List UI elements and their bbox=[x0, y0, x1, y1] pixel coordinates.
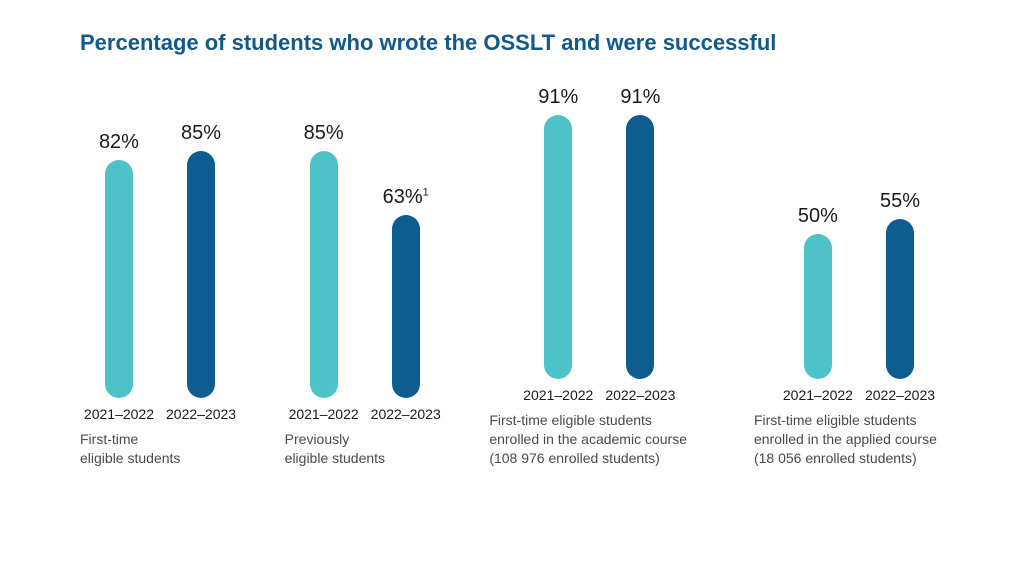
footnote-marker: 1 bbox=[423, 186, 429, 198]
bar-value-label: 91% bbox=[538, 86, 578, 109]
bar-wrap: 85% 2021–2022 bbox=[289, 122, 359, 422]
bar-year-label: 2022–2023 bbox=[605, 387, 675, 403]
bar-wrap: 91% 2021–2022 bbox=[523, 86, 593, 403]
group-caption-wrap: First-time eligible studentsenrolled in … bbox=[754, 403, 964, 468]
bar-year-label: 2021–2022 bbox=[523, 387, 593, 403]
chart-group: 82% 2021–2022 85% 2022–2023 First-timeeligib… bbox=[80, 122, 240, 467]
chart-group: 50% 2021–2022 55% 2022–2023 First-time eligi… bbox=[754, 190, 964, 467]
bar-year-label: 2021–2022 bbox=[84, 406, 154, 422]
group-caption: First-time eligible studentsenrolled in … bbox=[489, 411, 709, 468]
bar-value-label: 63%1 bbox=[383, 186, 429, 209]
bar-year-label: 2021–2022 bbox=[783, 387, 853, 403]
bar-year-label: 2022–2023 bbox=[865, 387, 935, 403]
bar-year-label: 2021–2022 bbox=[289, 406, 359, 422]
bar-value-label: 55% bbox=[880, 190, 920, 213]
bar bbox=[886, 219, 914, 379]
bar-wrap: 91% 2022–2023 bbox=[605, 86, 675, 403]
bar-pair: 91% 2021–2022 91% 2022–2023 bbox=[523, 86, 675, 403]
bar bbox=[310, 151, 338, 398]
chart-container: Percentage of students who wrote the OSS… bbox=[0, 0, 1024, 576]
bar-wrap: 55% 2022–2023 bbox=[865, 190, 935, 403]
bar bbox=[804, 234, 832, 379]
bar-wrap: 85% 2022–2023 bbox=[166, 122, 236, 422]
chart-title: Percentage of students who wrote the OSS… bbox=[80, 30, 964, 56]
group-caption-wrap: Previouslyeligible students bbox=[285, 422, 445, 468]
bar bbox=[105, 160, 133, 398]
bar-wrap: 82% 2021–2022 bbox=[84, 131, 154, 422]
bar-year-label: 2022–2023 bbox=[371, 406, 441, 422]
group-caption-wrap: First-time eligible studentsenrolled in … bbox=[489, 403, 709, 468]
bar-value-label: 91% bbox=[620, 86, 660, 109]
bar-pair: 50% 2021–2022 55% 2022–2023 bbox=[783, 190, 935, 403]
group-caption: First-time eligible studentsenrolled in … bbox=[754, 411, 964, 468]
group-caption-wrap: First-timeeligible students bbox=[80, 422, 240, 468]
chart-group: 91% 2021–2022 91% 2022–2023 First-time eligi… bbox=[489, 86, 709, 468]
chart-group: 85% 2021–2022 63%1 2022–2023 Previouslyeligi… bbox=[285, 122, 445, 467]
bar-year-label: 2022–2023 bbox=[166, 406, 236, 422]
bar-pair: 85% 2021–2022 63%1 2022–2023 bbox=[289, 122, 441, 422]
bar-pair: 82% 2021–2022 85% 2022–2023 bbox=[84, 122, 236, 422]
bar bbox=[626, 115, 654, 379]
bar-value-label: 85% bbox=[304, 122, 344, 145]
bar bbox=[392, 215, 420, 398]
bar-value-label: 85% bbox=[181, 122, 221, 145]
bar-wrap: 50% 2021–2022 bbox=[783, 205, 853, 403]
bar-value-label: 82% bbox=[99, 131, 139, 154]
bar-wrap: 63%1 2022–2023 bbox=[371, 186, 441, 422]
bar bbox=[187, 151, 215, 398]
bar bbox=[544, 115, 572, 379]
group-caption: Previouslyeligible students bbox=[285, 430, 445, 468]
bar-value-label: 50% bbox=[798, 205, 838, 228]
chart-groups: 82% 2021–2022 85% 2022–2023 First-timeeligib… bbox=[80, 86, 964, 468]
group-caption: First-timeeligible students bbox=[80, 430, 240, 468]
